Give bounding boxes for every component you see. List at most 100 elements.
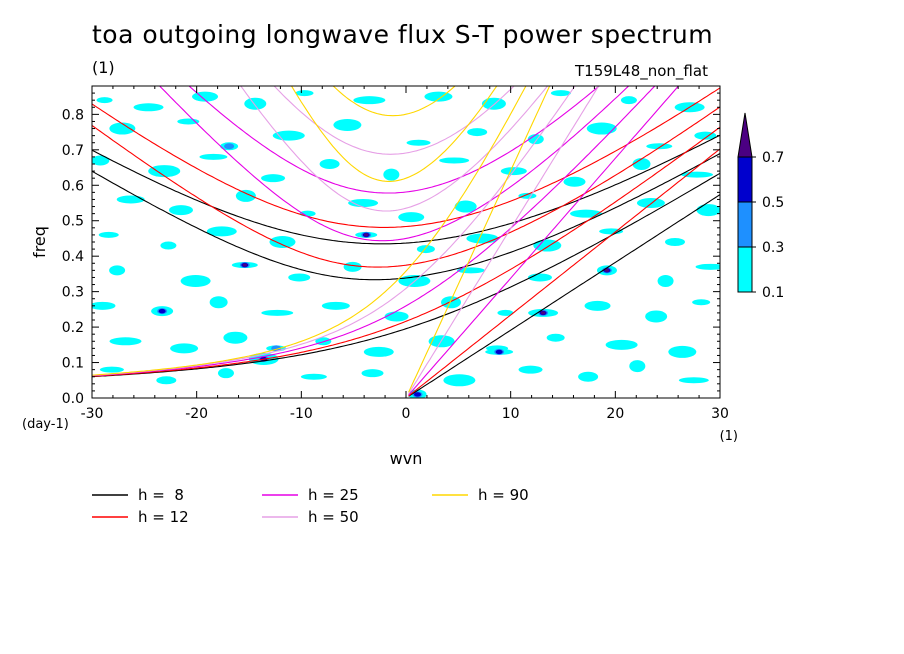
contour-patch <box>406 139 431 146</box>
contour-patch <box>98 231 119 238</box>
contour-patch <box>563 176 586 187</box>
x-tick-label: -10 <box>290 406 313 422</box>
contour-patch <box>92 301 116 310</box>
contour-patch <box>546 333 565 342</box>
contour-patch <box>664 238 685 246</box>
colorbar-label: 0.1 <box>762 285 784 301</box>
contour-patch <box>518 365 543 374</box>
contour-patch <box>288 273 311 282</box>
contour-patch-core <box>495 349 503 355</box>
contour-patch <box>424 91 453 102</box>
contour-patch <box>235 189 256 202</box>
y-tick-label: 0.6 <box>62 178 84 194</box>
curve-h50-inertia-gravity-n2 <box>273 86 515 155</box>
colorbar-label: 0.3 <box>762 240 784 256</box>
contour-patch <box>456 267 485 274</box>
x-tick-label: 0 <box>402 406 411 422</box>
contour-patch <box>261 174 286 183</box>
x-tick-label: -30 <box>81 406 104 422</box>
curve-h12-inertia-gravity-n1 <box>92 106 720 268</box>
curve-h8-rossby-gravity <box>92 172 720 378</box>
legend-label: h = 50 <box>308 508 359 526</box>
contour-patch <box>170 343 199 354</box>
contour-patch <box>353 96 386 105</box>
colorbar-label: 0.5 <box>762 195 784 211</box>
curve-h25-kelvin <box>408 86 680 396</box>
contour-patch <box>333 119 362 131</box>
contour-patch <box>454 200 477 213</box>
contour-patch <box>300 373 327 380</box>
contour-patch <box>343 261 362 272</box>
contour-patch <box>692 299 711 306</box>
y-axis-label: freq <box>30 226 49 258</box>
contour-patch <box>657 275 674 287</box>
colorbar-triangle <box>737 112 753 158</box>
legend: h = 8 h = 12 h = 25 h = 50 h = 90 <box>92 486 529 526</box>
contour-patch <box>168 205 193 216</box>
contour-patch-core <box>224 143 235 150</box>
colorbar-segment <box>737 201 753 248</box>
colorbar-segment <box>737 246 753 293</box>
colorbar-segment <box>737 156 753 203</box>
contour-patch-core <box>540 311 546 315</box>
contour-patch <box>272 130 305 141</box>
y-tick-label: 0.8 <box>62 107 84 123</box>
contour-patch <box>550 90 571 97</box>
x-tick-label: 30 <box>711 406 729 422</box>
curve-h25-rossby-gravity <box>92 86 656 377</box>
y-tick-label: 0.1 <box>62 356 84 372</box>
contour-patch <box>645 310 668 323</box>
contour-patch <box>363 346 394 357</box>
contour-patch <box>439 157 470 164</box>
contour-patch <box>109 265 126 276</box>
contour-patch <box>605 339 638 350</box>
contour-patch <box>632 158 651 170</box>
contour-patch <box>319 159 340 169</box>
contour-patch <box>156 376 177 385</box>
contour-patch <box>416 245 435 254</box>
legend-label: h = 90 <box>478 486 529 504</box>
contour-patch <box>383 168 400 181</box>
y-tick-label: 0.5 <box>62 214 84 230</box>
dispersion-curves <box>92 86 720 397</box>
curve-h8-inertia-gravity-n2 <box>92 134 720 245</box>
y-tick-label: 0.2 <box>62 320 84 336</box>
y-tick-label: 0.4 <box>62 249 84 265</box>
run-id-label: T159L48_non_flat <box>575 62 708 80</box>
legend-label: h = 12 <box>138 508 189 526</box>
contour-patch-core <box>604 268 610 272</box>
x-axis-unit: (1) <box>720 429 738 444</box>
curve-h12-inertia-gravity-n2 <box>92 87 720 228</box>
contour-patch <box>584 300 611 311</box>
contour-patch <box>177 118 200 125</box>
contour-patch <box>116 195 145 204</box>
contour-patch <box>209 296 228 309</box>
y-tick-label: 0.0 <box>62 391 84 407</box>
y-tick-label: 0.3 <box>62 285 84 301</box>
contour-patch-core <box>242 263 248 267</box>
contour-patch <box>527 134 544 145</box>
x-tick-label: 10 <box>502 406 520 422</box>
curve-h12-kelvin <box>408 148 720 397</box>
y-tick-label: 0.7 <box>62 143 84 159</box>
curve-h50-inertia-gravity-n1 <box>240 86 549 212</box>
contour-patch <box>620 96 637 105</box>
contour-patches <box>92 90 720 398</box>
contour-patch <box>96 97 113 104</box>
contour-patch <box>443 374 476 387</box>
contour-patch <box>244 97 267 110</box>
contour-patch <box>466 233 499 244</box>
legend-label: h = 25 <box>308 486 359 504</box>
contour-patch <box>398 212 425 223</box>
contour-patch <box>261 309 294 316</box>
contour-patch <box>99 366 124 373</box>
contour-patch-core <box>158 308 166 314</box>
contour-patch <box>361 369 384 378</box>
contour-patch <box>109 122 136 135</box>
contour-patch <box>206 226 237 237</box>
contour-patch <box>160 241 177 250</box>
colorbar-label: 0.7 <box>762 150 784 166</box>
contour-patch-core <box>364 233 369 237</box>
contour-patch <box>481 97 506 110</box>
